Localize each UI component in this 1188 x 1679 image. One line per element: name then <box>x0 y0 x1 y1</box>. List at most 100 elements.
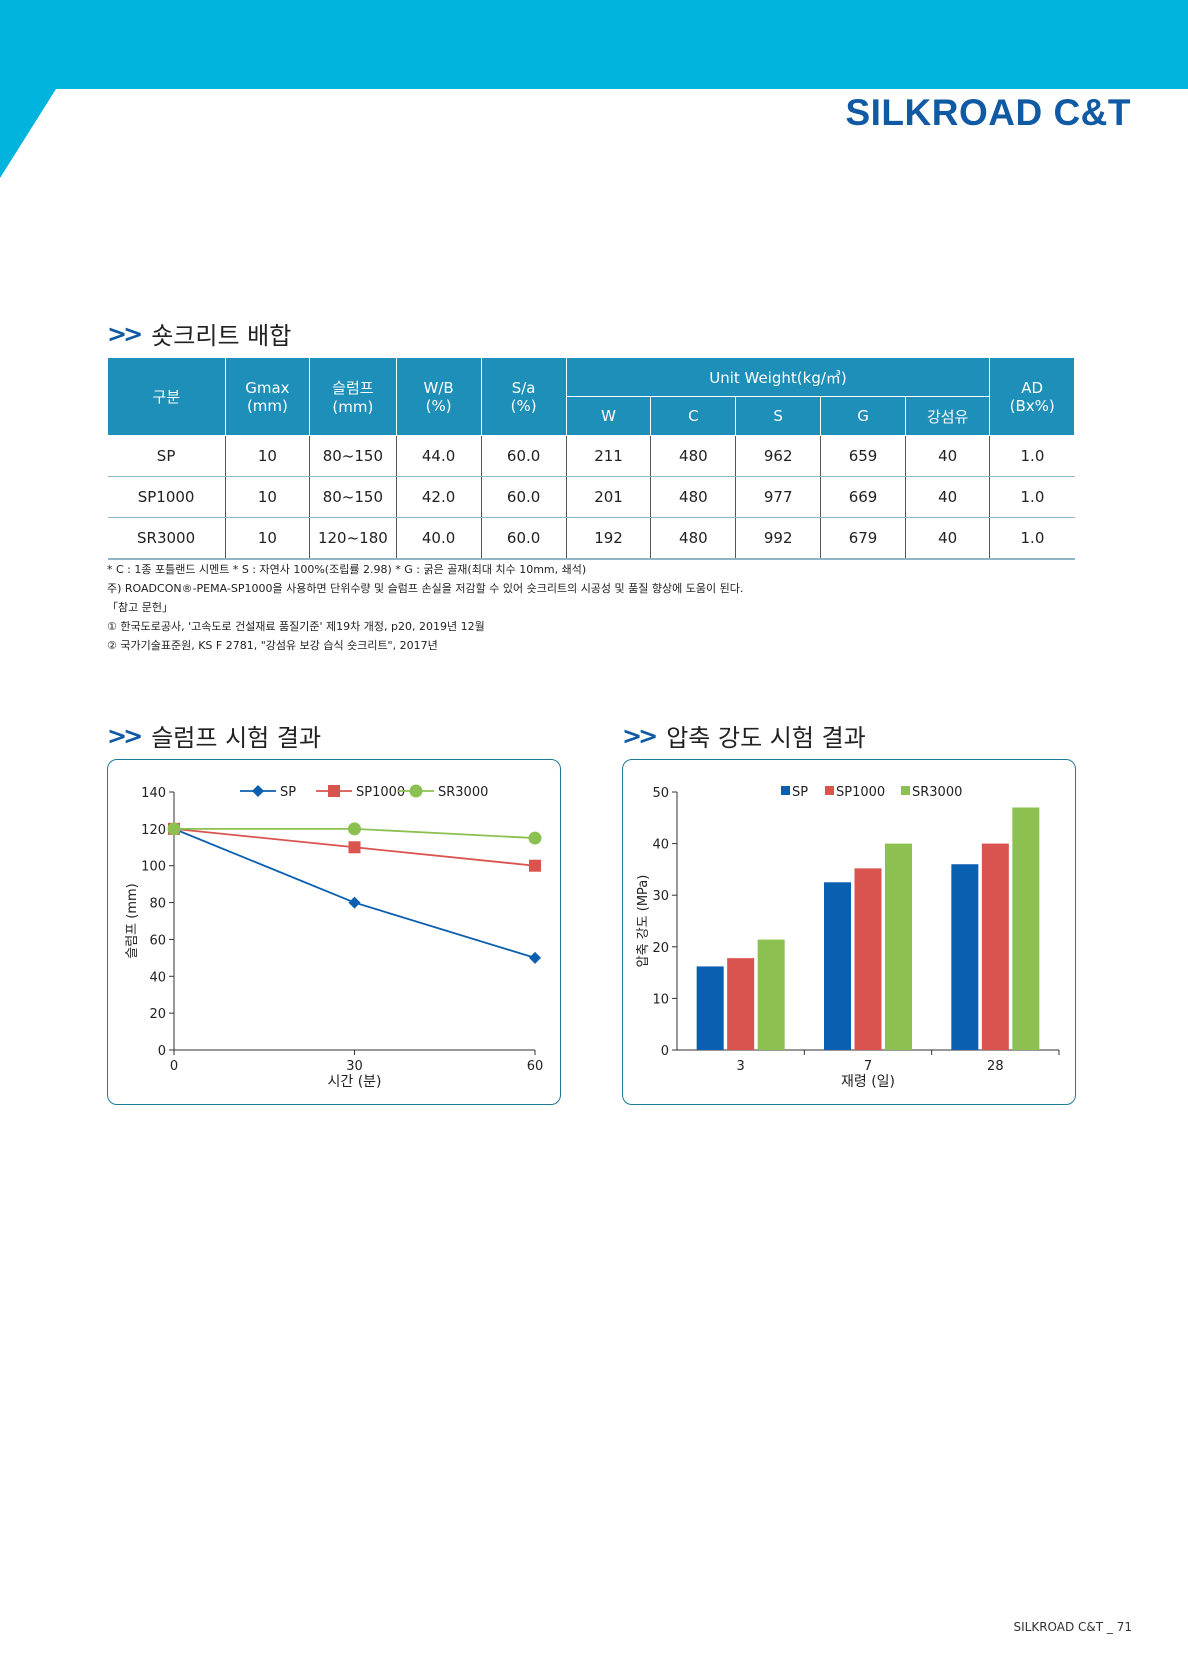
legend-swatch <box>901 786 910 795</box>
note-line: ① 한국도로공사, '고속도로 건설재료 품질기준' 제19차 개정, p20,… <box>107 620 485 633</box>
legend-swatch <box>825 786 834 795</box>
header-band <box>0 0 1188 178</box>
table-cell: SP1000 <box>107 476 226 518</box>
table-cell: SP <box>107 435 226 477</box>
table-row: SP1000 10 80~150 42.0 60.0 201 480 977 669 40 1.0 <box>107 476 1075 518</box>
chevron-right-icon: >> <box>107 721 143 750</box>
table-cell: 480 <box>650 435 737 477</box>
legend-item: SP <box>240 785 296 800</box>
y-tick-label: 50 <box>652 786 669 801</box>
legend-label: SP1000 <box>356 785 405 800</box>
note-line: * C : 1종 포틀랜드 시멘트 * S : 자연사 100%(조립률 2.9… <box>107 563 587 576</box>
table-cell: SR3000 <box>107 517 226 560</box>
note-line: 주) ROADCON®-PEMA-SP1000을 사용하면 단위수량 및 슬럼프… <box>107 582 744 595</box>
legend-item: SR3000 <box>901 785 962 800</box>
legend-label: SP <box>280 785 296 800</box>
y-tick-label: 120 <box>141 823 166 838</box>
data-point <box>348 896 361 909</box>
th-slump: 슬럼프 (mm) <box>309 357 397 436</box>
table-cell: 60.0 <box>481 517 567 560</box>
table-cell: 42.0 <box>396 476 482 518</box>
x-tick-label: 3 <box>737 1059 745 1074</box>
table-cell: 962 <box>735 435 822 477</box>
y-tick-label: 140 <box>141 786 166 801</box>
table-row: SR3000 10 120~180 40.0 60.0 192 480 992 679 40 1.0 <box>107 517 1075 560</box>
bar-sp1000 <box>854 868 882 1050</box>
table-cell: 10 <box>225 435 311 477</box>
mix-notes: * C : 1종 포틀랜드 시멘트 * S : 자연사 100%(조립률 2.9… <box>107 560 743 655</box>
strength-title-text: 압축 강도 시험 결과 <box>666 724 866 752</box>
bar-sp1000 <box>727 958 755 1050</box>
table-cell: 10 <box>225 517 311 560</box>
table-cell: 44.0 <box>396 435 482 477</box>
brand-logo: SILKROAD C&T <box>845 92 1131 133</box>
chevron-right-icon: >> <box>107 319 143 348</box>
table-cell: 1.0 <box>989 435 1075 477</box>
th-s: S <box>735 396 822 436</box>
header-shape <box>0 0 1188 178</box>
table-cell: 40.0 <box>396 517 482 560</box>
table-cell: 992 <box>735 517 822 560</box>
table-cell: 211 <box>566 435 652 477</box>
th-ad: AD (Bx%) <box>989 357 1075 436</box>
y-tick-label: 0 <box>158 1044 166 1059</box>
table-cell: 80~150 <box>309 435 397 477</box>
th-sa: S/a (%) <box>480 357 567 436</box>
table-cell: 60.0 <box>481 435 567 477</box>
data-point <box>409 784 423 798</box>
data-point <box>348 822 361 836</box>
bar-sr3000 <box>757 939 785 1050</box>
bar-sr3000 <box>1012 807 1040 1050</box>
slump-title-text: 슬럼프 시험 결과 <box>151 724 322 752</box>
data-point <box>528 831 542 845</box>
y-tick-label: 100 <box>141 860 166 875</box>
table-cell: 80~150 <box>309 476 397 518</box>
bar-sp1000 <box>981 843 1009 1050</box>
table-cell: 120~180 <box>309 517 397 560</box>
x-axis-label: 시간 (분) <box>327 1074 381 1090</box>
table-cell: 659 <box>820 435 906 477</box>
y-tick-label: 20 <box>652 941 669 956</box>
table-cell: 679 <box>820 517 906 560</box>
x-tick-label: 28 <box>987 1059 1004 1074</box>
y-tick-label: 0 <box>661 1044 669 1059</box>
legend-item: SP <box>781 785 808 800</box>
table-cell: 977 <box>735 476 822 518</box>
table-cell: 669 <box>820 476 906 518</box>
th-g: G <box>820 396 906 436</box>
y-tick-label: 20 <box>149 1007 166 1022</box>
table-cell: 10 <box>225 476 311 518</box>
th-category: 구분 <box>107 357 226 436</box>
th-gmax: Gmax (mm) <box>224 357 311 436</box>
data-point <box>529 951 541 964</box>
y-tick-label: 60 <box>149 933 166 948</box>
bar-sp <box>824 882 851 1050</box>
y-tick-label: 10 <box>652 992 669 1007</box>
table-cell: 480 <box>650 517 737 560</box>
table-cell: 201 <box>566 476 652 518</box>
bar-sp <box>951 864 979 1050</box>
data-point <box>348 841 361 854</box>
legend-item: SP1000 <box>825 785 885 800</box>
th-w: W <box>565 396 652 436</box>
y-tick-label: 40 <box>149 970 166 985</box>
legend-swatch <box>781 786 790 795</box>
legend-label: SR3000 <box>912 785 962 800</box>
strength-chart-frame: 0 10 20 30 40 50 3 7 28 재령 (일) 압축 강도 (MPa) SP SP1000… <box>622 759 1076 1105</box>
bar-sp <box>696 966 724 1050</box>
table-cell: 40 <box>905 435 991 477</box>
chevron-right-icon: >> <box>622 721 658 750</box>
data-point <box>167 822 181 836</box>
mix-table: 구분 Gmax (mm) 슬럼프 (mm) W/B (%) S/a (%) Unit W… <box>107 357 1075 560</box>
data-point <box>328 785 340 797</box>
data-point <box>252 785 264 797</box>
y-tick-label: 40 <box>652 838 669 853</box>
legend-label: SP1000 <box>836 785 885 800</box>
th-unit-weight: Unit Weight(kg/㎥) <box>565 357 991 397</box>
x-tick-label: 0 <box>170 1059 178 1074</box>
table-cell: 1.0 <box>989 517 1075 560</box>
slump-chart: 0 20 40 60 80 100 120 140 0 30 60 시간 (분) 슬럼프 (mm) SP S… <box>125 784 543 1090</box>
page-footer: SILKROAD C&T _ 71 <box>1013 1620 1132 1634</box>
data-point <box>529 859 541 872</box>
x-tick-label: 7 <box>864 1059 872 1074</box>
